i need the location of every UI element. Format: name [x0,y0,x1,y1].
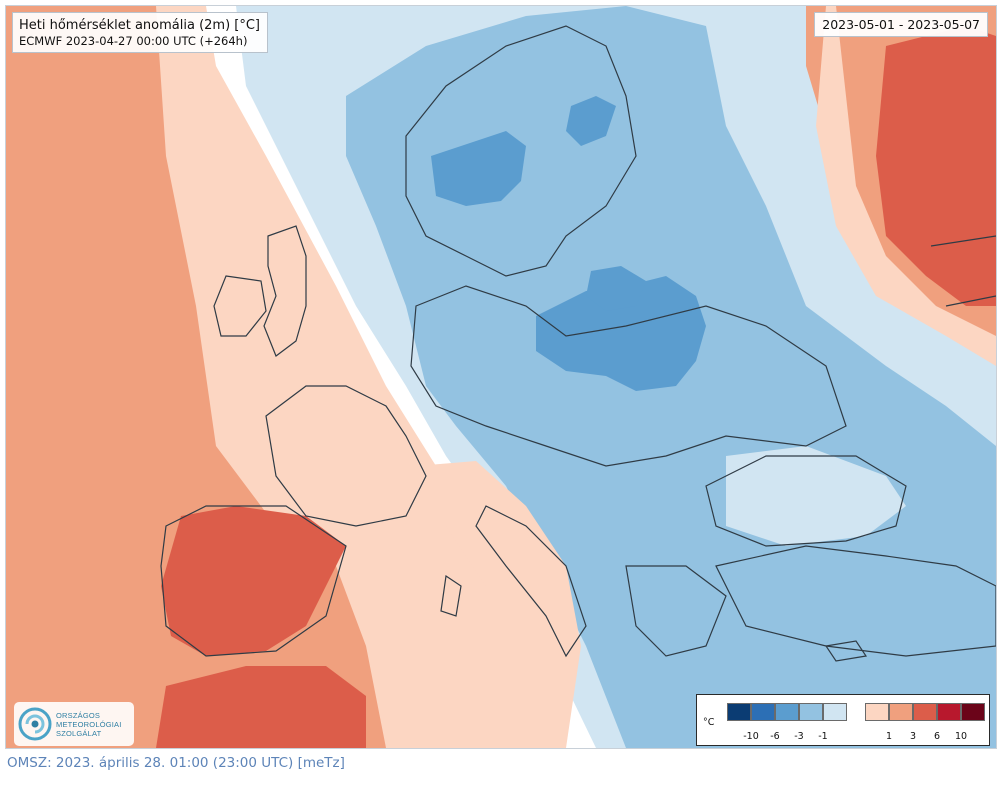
negative-3-6-core-norway [431,131,526,206]
legend-swatch-negative-1 [751,703,775,721]
map-title-box: Heti hőmérséklet anomália (2m) [°C] ECMW… [12,12,268,53]
logo-line-1: ORSZÁGOS [56,710,101,720]
logo-line-2: METEOROLÓGIAI [56,719,122,729]
legend-swatch-negative-3 [799,703,823,721]
legend-swatch-positive-3 [937,703,961,721]
legend-tick-negative-2: -3 [794,731,804,742]
legend-swatch-negative-4 [823,703,847,721]
legend-tick-positive-0: 1 [885,731,893,742]
black-sea-lighter-patch [726,446,906,546]
positive-north-africa-core [156,666,366,748]
omsz-logo: ORSZÁGOS METEOROLÓGIAI SZOLGÁLAT [14,702,134,746]
negative-3-6-core-finland [566,96,616,146]
legend-tick-negative-3: -1 [818,731,828,742]
legend-tick-positive-1: 3 [909,731,917,742]
legend-tick-positive-3: 10 [954,731,968,742]
anomaly-map [6,6,996,748]
footer-timestamp: OMSZ: 2023. április 28. 01:00 (23:00 UTC… [7,755,345,771]
model-run-info: ECMWF 2023-04-27 00:00 UTC (+264h) [19,34,248,48]
legend-swatch-positive-2 [913,703,937,721]
positive-ne-core [876,26,996,306]
legend-swatch-positive-4 [961,703,985,721]
legend-swatch-negative-0 [727,703,751,721]
legend-swatch-negative-2 [775,703,799,721]
legend-tick-negative-0: -10 [743,731,759,742]
omsz-logo-text: ORSZÁGOS METEOROLÓGIAI SZOLGÁLAT [56,711,122,738]
omsz-swirl-icon [18,707,52,741]
legend-tick-positive-2: 6 [933,731,941,742]
logo-line-3: SZOLGÁLAT [56,728,102,738]
negative-3-6-core-east [536,276,706,391]
positive-iberia-core [161,506,346,656]
legend-unit: °C [703,717,715,728]
legend-tick-negative-1: -6 [770,731,780,742]
color-legend: °C -10 -6 -3 -1 1 3 6 10 [696,694,990,746]
map-frame: Heti hőmérséklet anomália (2m) [°C] ECMW… [5,5,997,749]
coastlines [160,25,996,662]
map-title: Heti hőmérséklet anomália (2m) [°C] [19,18,260,33]
legend-swatch-positive-1 [889,703,913,721]
date-range-badge: 2023-05-01 - 2023-05-07 [814,12,988,37]
legend-swatch-positive-0 [865,703,889,721]
italy-slight-positive [416,461,581,748]
negative-3-6-core-baltic [586,266,646,311]
slight-positive-belt [156,6,566,748]
